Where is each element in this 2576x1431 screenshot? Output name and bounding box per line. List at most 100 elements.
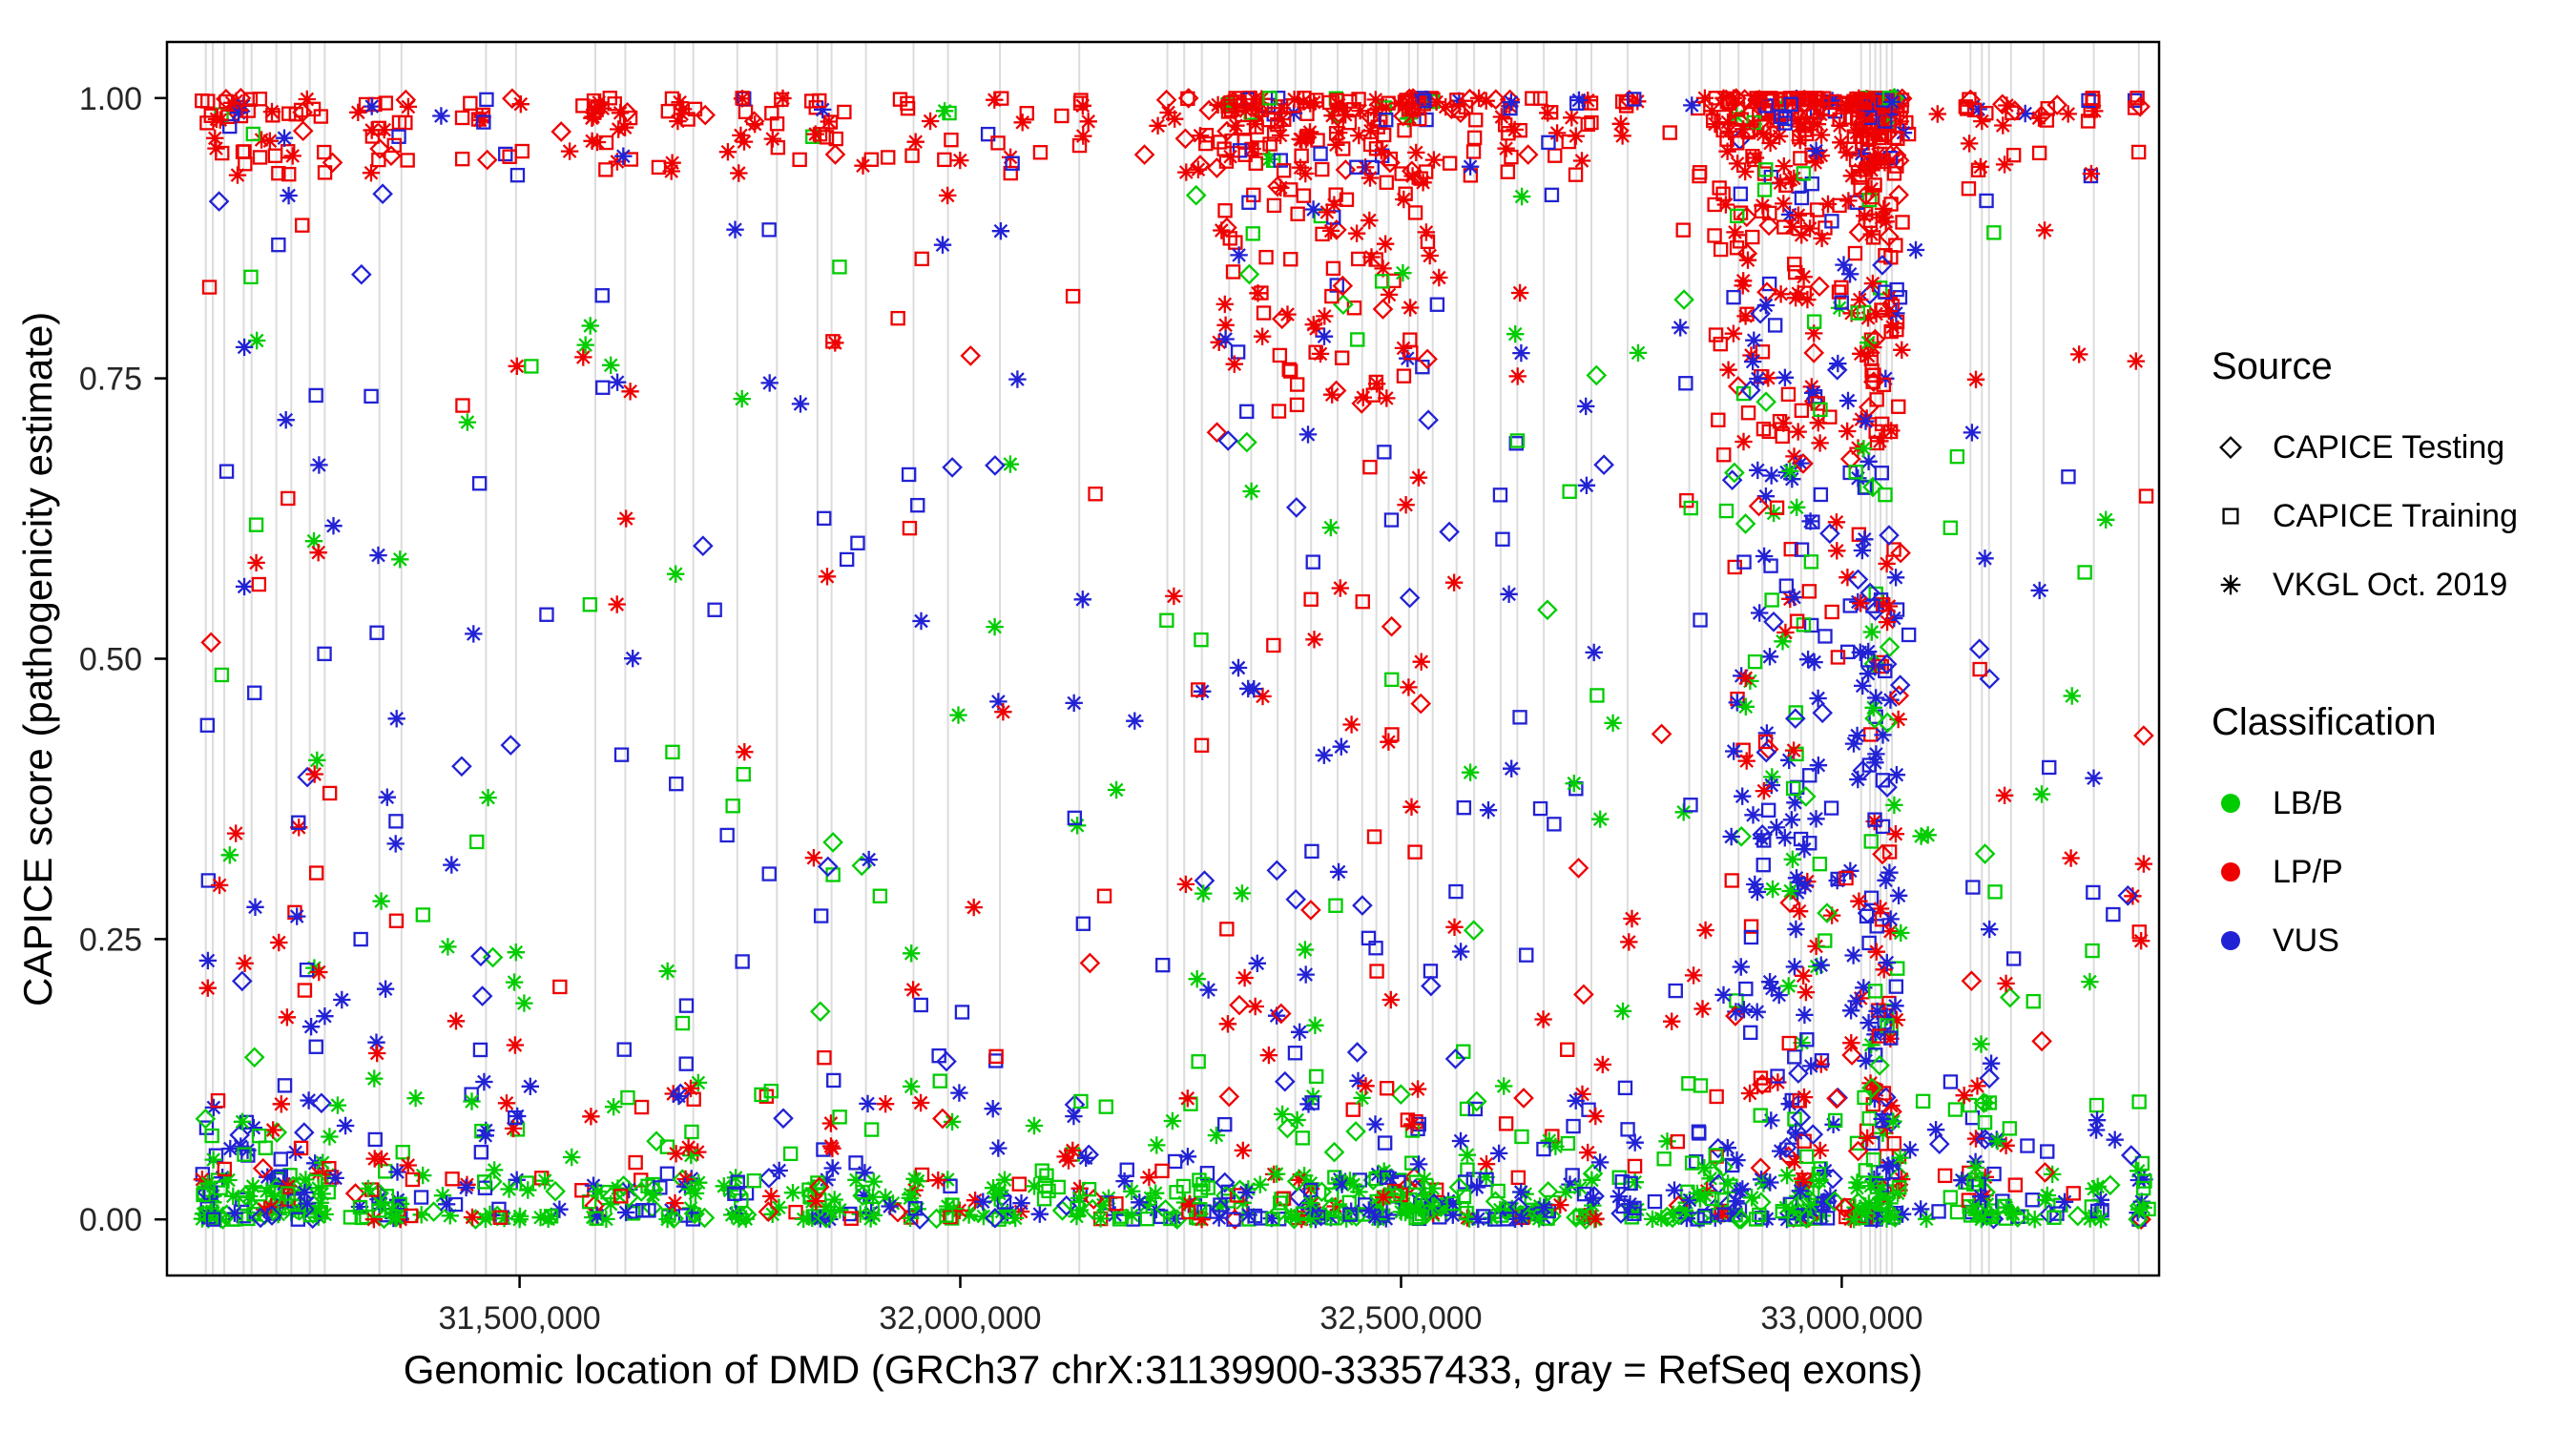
asterisk-marker	[2086, 1207, 2104, 1225]
square-marker	[1349, 159, 1364, 175]
asterisk-marker	[933, 236, 952, 254]
square-marker	[280, 144, 296, 159]
asterisk-marker	[1437, 97, 1455, 116]
square-marker	[1850, 305, 1866, 321]
square-marker	[1708, 327, 1724, 342]
asterisk-marker	[1251, 1175, 1269, 1193]
asterisk-marker	[1451, 943, 1470, 961]
asterisk-marker	[1881, 691, 1900, 709]
square-marker	[1273, 1195, 1288, 1211]
asterisk-marker	[727, 1205, 745, 1223]
asterisk-marker	[1299, 1095, 1318, 1113]
asterisk-marker	[1780, 1095, 1798, 1113]
square-marker	[271, 165, 286, 181]
square-marker	[317, 646, 332, 662]
square-marker	[664, 91, 680, 107]
asterisk-marker	[1377, 98, 1395, 116]
square-marker	[1764, 592, 1779, 608]
diamond-marker	[1399, 587, 1421, 609]
square-marker	[1081, 1181, 1097, 1197]
asterisk-marker	[864, 1172, 883, 1191]
legend-classification-title: Classification	[2212, 701, 2437, 743]
asterisk-marker	[1301, 1193, 1319, 1213]
square-marker	[2131, 1094, 2147, 1110]
asterisk-marker	[1880, 597, 1899, 615]
diamond-marker	[551, 121, 572, 142]
square-marker	[1379, 1081, 1395, 1096]
square-marker	[322, 785, 338, 801]
diamond-marker	[2120, 1145, 2142, 1166]
square-marker	[1708, 91, 1723, 106]
square-marker	[1328, 126, 1344, 141]
square-marker	[2106, 906, 2121, 923]
diamond-marker	[1812, 702, 1834, 724]
asterisk-marker	[1746, 149, 1765, 167]
asterisk-marker	[1976, 550, 1994, 568]
square-marker	[2135, 1180, 2151, 1196]
asterisk-marker	[1611, 114, 1630, 133]
asterisk-marker	[1772, 285, 1790, 303]
square-marker	[1003, 165, 1018, 181]
square-marker	[1351, 92, 1366, 107]
asterisk-marker	[1147, 1184, 1165, 1202]
asterisk-marker	[1864, 698, 1882, 716]
square-marker	[1402, 1192, 1418, 1208]
asterisk-marker	[1779, 977, 1797, 995]
square-marker	[996, 1194, 1012, 1210]
asterisk-marker	[1461, 763, 1480, 781]
asterisk-marker	[1131, 1193, 1149, 1212]
legend-item-label: LB/B	[2273, 784, 2343, 821]
legend-item-vkgl-oct-2019: VKGL Oct. 2019	[2212, 550, 2565, 619]
square-marker	[1830, 650, 1846, 665]
square-marker	[686, 1091, 701, 1107]
asterisk-marker	[1159, 103, 1177, 122]
square-marker	[1617, 1080, 1633, 1096]
asterisk-marker	[1701, 1170, 1719, 1188]
asterisk-marker	[1859, 346, 1878, 365]
asterisk-marker	[823, 1139, 841, 1157]
asterisk-marker	[1981, 920, 1999, 939]
asterisk-marker	[204, 1151, 222, 1169]
asterisk-marker	[244, 1119, 263, 1137]
square-marker	[2127, 100, 2143, 115]
asterisk-marker	[1733, 667, 1751, 685]
asterisk-marker	[1665, 1181, 1684, 1199]
asterisk-marker	[1811, 434, 1829, 452]
asterisk-marker	[1506, 120, 1524, 139]
asterisk-marker	[1394, 263, 1412, 282]
diamond-marker	[235, 1185, 257, 1207]
square-marker	[2134, 1155, 2150, 1172]
asterisk-marker	[1211, 1197, 1229, 1215]
asterisk-marker	[1166, 110, 1184, 128]
asterisk-marker	[1508, 367, 1527, 385]
square-marker	[1411, 1209, 1426, 1225]
asterisk-marker	[1787, 869, 1806, 887]
square-marker	[251, 576, 267, 592]
asterisk-marker	[255, 1200, 274, 1218]
diamond-marker	[1206, 157, 1228, 178]
square-marker	[1707, 228, 1722, 243]
diamond-marker	[1513, 1088, 1534, 1109]
asterisk-marker	[1859, 309, 1878, 327]
square-marker	[1412, 111, 1427, 127]
asterisk-marker	[1064, 1141, 1082, 1160]
asterisk-marker	[1316, 307, 1334, 325]
asterisk-marker	[718, 143, 737, 161]
square-marker	[872, 888, 888, 903]
asterisk-marker	[1796, 877, 1815, 895]
asterisk-marker	[903, 944, 921, 963]
square-marker	[1861, 935, 1877, 951]
asterisk-marker	[1282, 1208, 1300, 1226]
asterisk-marker	[736, 743, 754, 761]
square-marker	[1325, 1211, 1340, 1226]
square-marker	[1377, 445, 1392, 460]
asterisk-marker	[929, 1172, 947, 1190]
y-tick-label: 0.00	[79, 1202, 142, 1238]
asterisk-marker	[1237, 1183, 1256, 1202]
square-marker	[1777, 111, 1793, 127]
asterisk-marker	[1115, 1172, 1133, 1191]
diamond-marker	[1286, 1171, 1308, 1192]
square-marker	[1313, 146, 1328, 161]
asterisk-marker	[296, 1183, 314, 1202]
asterisk-marker	[2036, 1191, 2055, 1209]
